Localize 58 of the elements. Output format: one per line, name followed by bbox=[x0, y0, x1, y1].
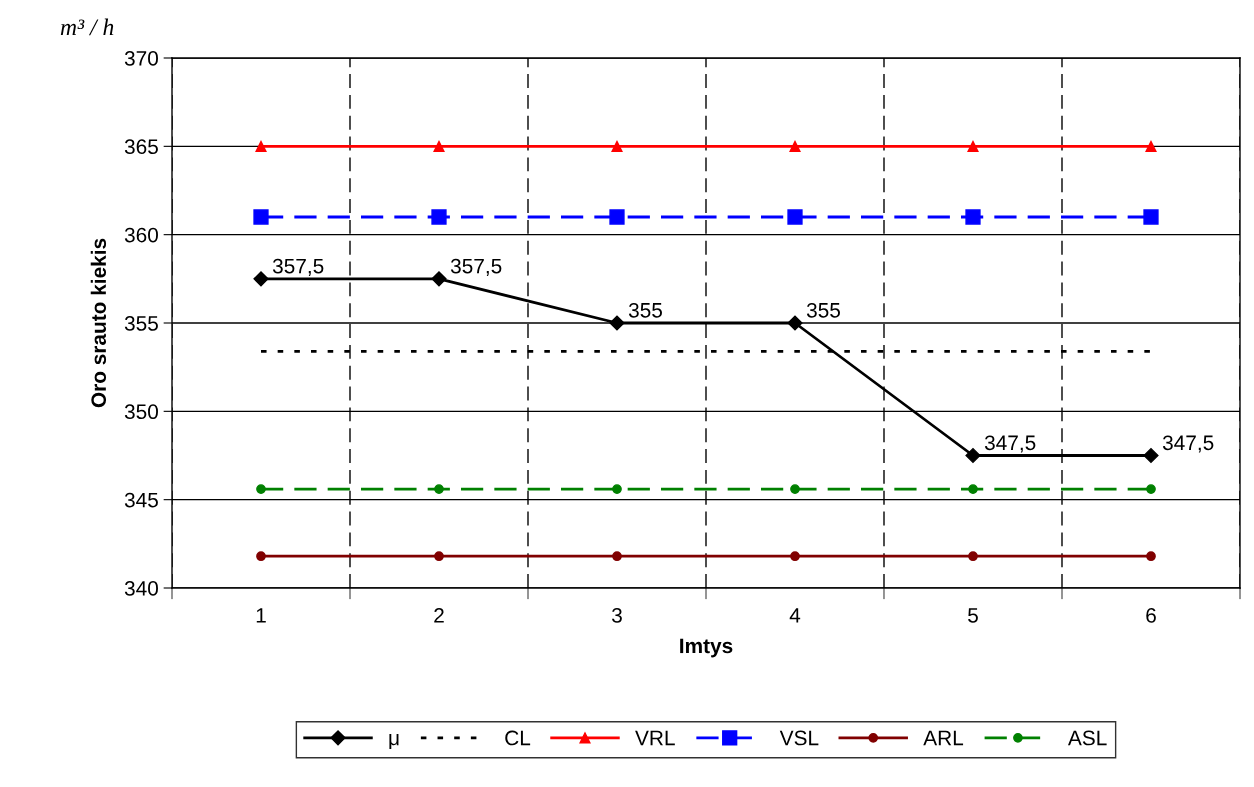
legend-label: μ bbox=[389, 734, 399, 750]
point bbox=[790, 484, 800, 494]
point bbox=[253, 271, 269, 287]
point bbox=[609, 209, 625, 225]
x-tick-label: 4 bbox=[789, 608, 801, 623]
text: m³ / h bbox=[60, 18, 114, 36]
x-tick-label: 5 bbox=[968, 608, 978, 623]
x-tick-label: 1 bbox=[256, 608, 266, 623]
data-label: 355 bbox=[806, 302, 840, 318]
point bbox=[965, 447, 981, 464]
y-axis-title: Oro srauto kiekis bbox=[90, 238, 107, 408]
data-label: 357,5 bbox=[272, 258, 324, 276]
legend-label: ARL bbox=[923, 730, 964, 746]
y-tick-label: 340 bbox=[124, 581, 158, 596]
y-tick-label: 365 bbox=[124, 139, 158, 155]
point bbox=[253, 209, 269, 225]
point bbox=[787, 209, 803, 225]
y-tick-label: 360 bbox=[124, 227, 158, 243]
point bbox=[609, 315, 625, 331]
point bbox=[790, 551, 800, 562]
x-tick-label: 3 bbox=[612, 607, 622, 623]
point bbox=[256, 484, 266, 494]
data-label: 357,5 bbox=[450, 258, 502, 276]
point bbox=[434, 551, 444, 562]
point bbox=[789, 140, 801, 152]
point bbox=[611, 140, 623, 152]
y-tick-label: 355 bbox=[124, 316, 158, 331]
point bbox=[433, 140, 445, 152]
point bbox=[1146, 551, 1156, 562]
point bbox=[431, 209, 447, 225]
x-axis-title: Imtys bbox=[680, 638, 733, 658]
x-tick-label: 2 bbox=[434, 607, 444, 623]
point bbox=[1143, 209, 1159, 225]
point bbox=[967, 140, 979, 152]
point bbox=[965, 209, 981, 225]
point bbox=[612, 551, 622, 562]
legend-label: VSL bbox=[779, 730, 819, 746]
data-label: 347,5 bbox=[1162, 435, 1214, 453]
point bbox=[256, 551, 266, 562]
point bbox=[1146, 484, 1156, 494]
point bbox=[434, 484, 444, 494]
data-label: 355 bbox=[628, 302, 662, 318]
point bbox=[968, 551, 978, 562]
legend-label: VRL bbox=[635, 730, 675, 746]
legend-label: CL bbox=[505, 730, 531, 746]
legend-label: ASL bbox=[1067, 730, 1107, 746]
point bbox=[612, 484, 622, 494]
point bbox=[968, 484, 978, 494]
point bbox=[255, 140, 267, 152]
data-label: 347,5 bbox=[984, 435, 1036, 453]
y-tick-label: 370 bbox=[124, 51, 158, 66]
point bbox=[1143, 447, 1159, 464]
y-tick-label: 345 bbox=[124, 492, 158, 508]
point bbox=[787, 315, 803, 331]
x-tick-label: 6 bbox=[1146, 607, 1156, 623]
point bbox=[1145, 140, 1157, 152]
point bbox=[431, 271, 447, 287]
y-tick-label: 350 bbox=[124, 404, 158, 420]
